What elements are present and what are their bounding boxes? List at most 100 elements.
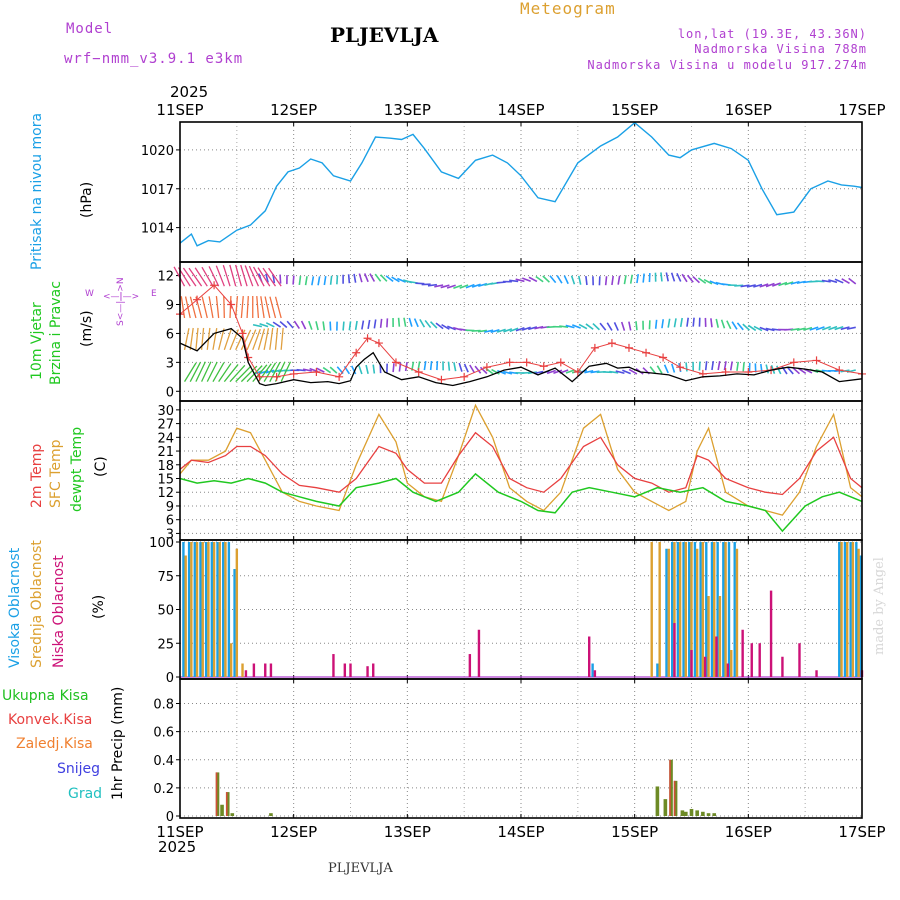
wind-arrow (790, 327, 800, 331)
wind-arrow (628, 368, 638, 375)
wind-arrow (821, 279, 831, 283)
wind-arrow (846, 326, 856, 330)
cloud-bar-high (849, 542, 852, 677)
temperature-ytick-label: 9 (166, 500, 174, 515)
wind-arrow (469, 364, 476, 374)
wind-arrow (515, 326, 525, 332)
wind-arrow (441, 323, 450, 330)
cloud-bar-low (703, 656, 707, 677)
wind-arrow (542, 275, 550, 283)
cloud-bar-mid (224, 542, 227, 677)
precip-ytick-label: 0.6 (153, 726, 174, 741)
wind-arrow (642, 273, 645, 283)
wind-arrow (663, 364, 669, 374)
cloud-bar-mid (673, 542, 676, 677)
gust-marker (255, 372, 264, 381)
precip-ytick-label: 0 (166, 810, 174, 825)
gust-marker (210, 281, 219, 290)
wind-arrow (611, 275, 614, 286)
wind-arrow (440, 284, 450, 289)
cloud-bar-high (199, 542, 202, 677)
precip-bar-convective (673, 780, 676, 816)
gust-marker (289, 369, 298, 378)
temperature-ytick-label: 24 (157, 431, 174, 446)
wind-arrow-strong (257, 363, 272, 383)
wind-arrow (771, 282, 782, 287)
wind-arrow-strong (218, 363, 232, 383)
pressure-ytick-label: 1014 (141, 222, 174, 237)
precip-bar-total (663, 799, 668, 816)
cloud-bar-high (665, 548, 668, 677)
wind-arrow (731, 321, 738, 330)
precip-bar-total (706, 813, 711, 816)
wind-arrow (434, 284, 444, 288)
wind-arrow (759, 283, 769, 288)
cloud-bar-high (727, 542, 731, 677)
wind-arrow-strong (235, 264, 243, 287)
wind-arrow-strong (189, 327, 194, 350)
wind-arrow-strong (208, 296, 214, 319)
wind-arrow (828, 325, 838, 331)
wind-arrow (477, 329, 488, 333)
gust-marker (676, 363, 685, 372)
wind-arrow (734, 284, 744, 287)
wind-arrow (447, 325, 456, 331)
wind-arrow-strong (183, 362, 197, 382)
wind-arrow (553, 369, 563, 374)
cloud-title-2: Srednja Oblacnost (29, 540, 45, 668)
cloud-bar-high (859, 555, 863, 677)
footer-station: PLJEVLJA (328, 861, 393, 876)
precip-bar-total (220, 804, 224, 816)
wind-arrow-strong (215, 296, 220, 319)
wind-arrow-strong (257, 328, 266, 350)
cloud-bar-mid (851, 542, 855, 677)
wind-arrow (372, 364, 376, 374)
cloud-bar-high (221, 542, 225, 677)
cloud-bar-high (710, 542, 714, 677)
gust-marker (391, 358, 400, 367)
wind-arrow (528, 326, 538, 331)
precip-bar-total (215, 772, 220, 816)
wind-arrow-strong (215, 265, 225, 287)
wind-arrow-strong (260, 296, 265, 319)
wind-arrow (656, 365, 663, 374)
wind-arrow (363, 273, 369, 283)
cloud-bar-mid (724, 542, 727, 677)
wind-arrow-strong (240, 329, 252, 351)
wind-arrow (515, 278, 525, 283)
date-label-bottom: 17SEP (838, 823, 885, 841)
date-label-bottom: 15SEP (611, 823, 658, 841)
wind-title-1: 10m Vjetar (29, 302, 45, 380)
wind-arrow (778, 281, 788, 287)
cloud-ytick-label: 25 (157, 637, 174, 652)
wind-arrow-strong (274, 327, 279, 350)
wind-ytick-label: 3 (166, 356, 174, 371)
precip-legend-total: Ukupna Kisa (2, 688, 89, 704)
lonlat-label: lon,lat (19.3E, 43.36N) (677, 27, 867, 41)
cloud-ytick-label: 100 (149, 536, 174, 551)
cloud-ytick-label: 50 (157, 604, 174, 619)
wind-arrow-strong (188, 267, 203, 287)
wind-arrow (427, 283, 437, 287)
gust-marker (312, 368, 321, 376)
wind-arrow (503, 370, 513, 375)
gust-marker (539, 362, 548, 371)
wind-arrow (361, 320, 365, 330)
wind-arrow (458, 362, 463, 372)
wind-arrow (465, 283, 475, 289)
wind-arrow (463, 363, 469, 373)
wind-arrow-strong (269, 327, 274, 350)
wind-arrow (828, 279, 838, 284)
wind-arrow-strong (240, 296, 244, 319)
wind-arrow (304, 276, 308, 286)
wind-arrow-strong (244, 265, 254, 287)
precip-legend-hail: Grad (68, 786, 103, 802)
pressure-ytick-label: 1020 (141, 144, 174, 159)
wind-arrow (535, 275, 544, 283)
wind-arrow (585, 275, 588, 286)
wind-arrow (292, 275, 295, 285)
cloud-bar-mid (241, 663, 244, 677)
cloud-bar-low (741, 629, 744, 677)
cloud-bar-high (855, 542, 858, 677)
wind-arrow (367, 319, 371, 330)
